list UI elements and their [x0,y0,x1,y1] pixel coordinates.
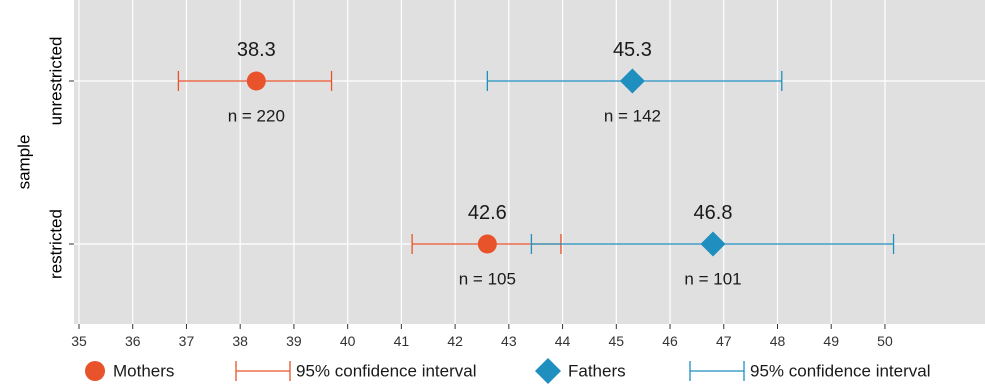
value-label: 42.6 [468,202,507,224]
x-tick-label: 47 [716,333,732,349]
series-fathers: 45.3 n = 142 46.8 n = 101 [486,39,895,289]
legend-label: Fathers [568,362,626,381]
x-tick-label: 36 [125,333,141,349]
value-label: 45.3 [613,39,652,61]
legend-circle-icon [85,361,105,381]
y-axis: unrestricted restricted [47,37,74,279]
legend-label: 95% confidence interval [296,362,477,381]
x-tick-label: 42 [447,333,463,349]
x-tick-label: 40 [340,333,356,349]
n-label: n = 142 [604,107,661,126]
plot-panel [74,0,985,324]
x-tick-label: 39 [286,333,302,349]
y-tick-label: restricted [47,209,66,279]
value-label: 46.8 [694,202,733,224]
n-label: n = 220 [228,107,285,126]
legend-item: Mothers [85,361,174,381]
x-tick-label: 44 [555,333,571,349]
data-point-diamond [619,68,645,94]
legend-diamond-icon [535,358,561,384]
x-tick-label: 43 [501,333,517,349]
series-group: 38.3 n = 220 42.6 n = 105 45.3 n = 142 46.8 n =… [177,39,895,289]
x-axis: 35 36 37 38 39 40 41 42 43 44 45 46 47 48 49 50 [71,324,893,349]
y-tick-label: unrestricted [47,37,66,126]
x-tick-label: 48 [770,333,786,349]
x-tick-label: 50 [877,333,893,349]
x-tick-label: 38 [232,333,248,349]
x-tick-label: 45 [609,333,625,349]
y-axis-title: sample [15,135,34,190]
x-tick-label: 41 [394,333,410,349]
value-label: 38.3 [237,39,276,61]
x-tick-label: 37 [179,333,195,349]
x-tick-label: 49 [823,333,839,349]
legend-label: 95% confidence interval [750,362,931,381]
data-point-diamond [700,231,726,257]
n-label: n = 105 [459,270,516,289]
legend-label: Mothers [113,362,174,381]
legend-item: Fathers [535,358,626,384]
n-label: n = 101 [684,270,741,289]
legend-item: 95% confidence interval [235,361,477,381]
x-tick-label: 35 [71,333,87,349]
legend: Mothers 95% confidence interval Fathers 95%… [85,358,931,384]
x-tick-label: 46 [662,333,678,349]
data-point-circle [246,71,266,91]
legend-item: 95% confidence interval [689,361,931,381]
data-point-circle [477,234,497,254]
